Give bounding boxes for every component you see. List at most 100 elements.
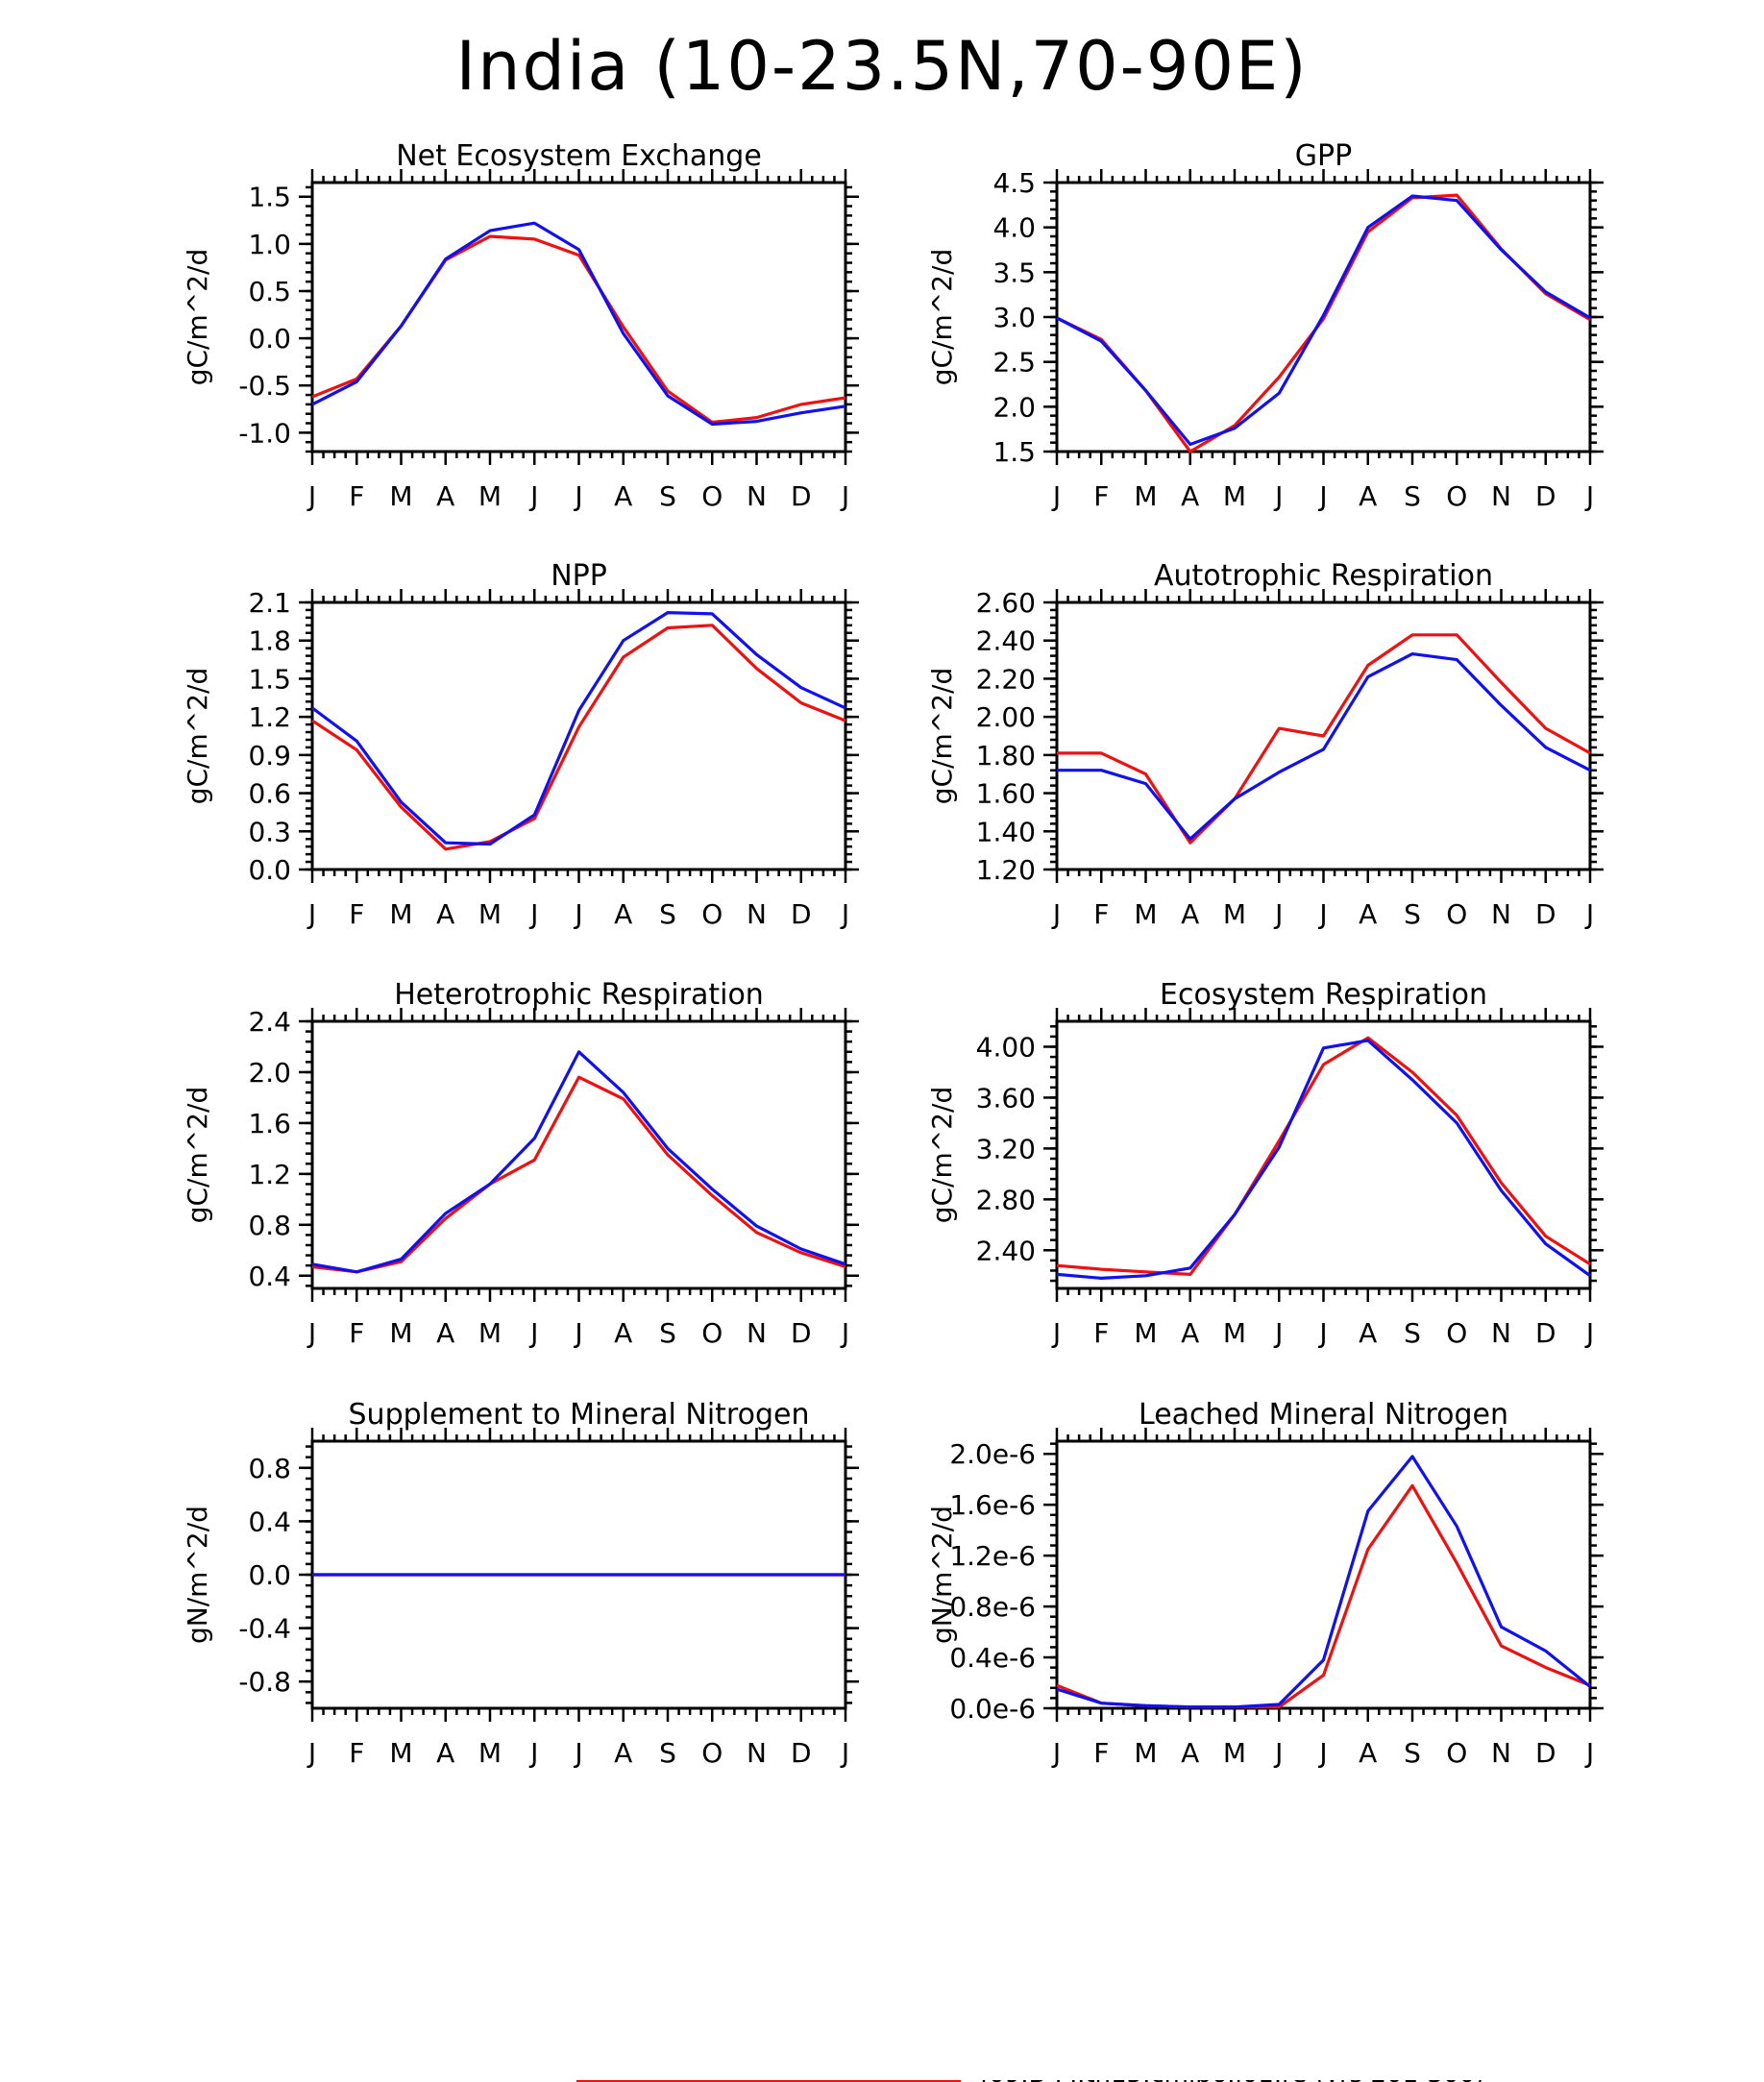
y-tick-label: 1.2e-6 <box>949 1540 1036 1572</box>
series-line-red <box>311 1075 846 1274</box>
y-tick-label: -1.0 <box>238 417 291 449</box>
x-tick-label: M <box>1134 1317 1157 1349</box>
x-tick-label: M <box>1134 898 1157 930</box>
x-tick-label: D <box>791 480 812 512</box>
series-line-blue <box>1056 1455 1592 1709</box>
y-tick-label: 2.00 <box>976 701 1036 733</box>
x-tick-label: D <box>791 898 812 930</box>
series-line-blue <box>311 221 846 427</box>
x-tick-label: F <box>349 480 364 512</box>
x-tick-label: M <box>478 898 502 930</box>
y-tick-label: 1.5 <box>248 663 291 695</box>
x-tick-label: O <box>1446 1317 1467 1349</box>
y-tick-label: 0.4e-6 <box>949 1642 1036 1674</box>
x-tick-label: M <box>389 1737 412 1769</box>
x-tick-label: S <box>1404 1737 1421 1769</box>
x-tick-label: J <box>528 1737 538 1769</box>
y-axis-label: gC/m^2/d <box>182 1087 213 1224</box>
legend: f09.B-PI.tn15.cmip6.j01.re (yrs 201-300) <box>576 2080 1484 2082</box>
x-tick-label: D <box>791 1737 812 1769</box>
chart-title: Net Ecosystem Exchange <box>396 139 762 173</box>
x-tick-label: S <box>1404 1317 1421 1349</box>
y-tick-label: 2.40 <box>976 625 1036 657</box>
y-tick-label: 2.1 <box>248 587 291 619</box>
x-tick-label: A <box>1359 1737 1377 1769</box>
y-tick-label: 3.0 <box>992 302 1036 333</box>
plot-frame <box>310 600 847 871</box>
y-tick-label: 1.6 <box>248 1108 291 1139</box>
x-tick-label: J <box>1051 1737 1061 1769</box>
y-tick-label: -0.5 <box>238 370 291 402</box>
x-tick-label: S <box>659 480 676 512</box>
x-tick-label: J <box>1584 1317 1594 1349</box>
y-tick-label: 1.6e-6 <box>949 1489 1036 1521</box>
x-tick-label: D <box>1535 480 1556 512</box>
y-tick-label: 0.0e-6 <box>949 1693 1036 1725</box>
x-tick-label: O <box>701 1317 723 1349</box>
x-tick-label: D <box>1535 1737 1556 1769</box>
y-axis-label: gC/m^2/d <box>926 668 958 805</box>
y-tick-label: 0.6 <box>248 778 291 810</box>
y-tick-label: 3.5 <box>992 257 1036 288</box>
y-axis-label: gN/m^2/d <box>926 1506 958 1644</box>
x-tick-label: O <box>701 480 723 512</box>
x-tick-label: M <box>389 898 412 930</box>
y-tick-label: 1.5 <box>248 182 291 213</box>
x-tick-label: J <box>306 1317 316 1349</box>
x-tick-label: J <box>1051 480 1061 512</box>
x-tick-label: J <box>840 1317 849 1349</box>
y-tick-label: -0.8 <box>238 1666 291 1698</box>
plot-frame <box>310 1019 847 1290</box>
y-tick-label: 1.5 <box>992 436 1036 468</box>
y-tick-label: 1.2 <box>248 701 291 733</box>
x-tick-label: A <box>614 1737 632 1769</box>
x-tick-label: N <box>1491 480 1511 512</box>
x-tick-label: M <box>1223 1737 1246 1769</box>
x-tick-label: F <box>349 1317 364 1349</box>
y-tick-label: 1.80 <box>976 740 1036 772</box>
series-line-blue <box>1056 1039 1591 1281</box>
y-axis-label: gC/m^2/d <box>182 668 213 805</box>
y-tick-label: 2.0 <box>248 1057 291 1089</box>
x-tick-label: D <box>791 1317 812 1349</box>
x-tick-label: J <box>306 1737 316 1769</box>
x-tick-label: A <box>614 898 632 930</box>
plot-frame <box>1055 1019 1592 1290</box>
chart-title: Leached Mineral Nitrogen <box>1139 1398 1508 1432</box>
series-line-red <box>1056 1483 1591 1709</box>
x-tick-label: F <box>349 1737 364 1769</box>
x-tick-label: O <box>1446 1737 1467 1769</box>
y-axis-label: gC/m^2/d <box>926 1087 958 1224</box>
x-tick-label: J <box>528 898 538 930</box>
x-tick-label: J <box>528 1317 538 1349</box>
series-line-blue <box>311 1050 846 1274</box>
x-tick-label: J <box>1273 480 1283 512</box>
y-tick-label: 0.0 <box>248 323 291 355</box>
chart-title: Ecosystem Respiration <box>1160 978 1487 1012</box>
x-tick-label: J <box>1051 1317 1061 1349</box>
y-tick-label: 1.20 <box>976 854 1036 886</box>
y-tick-label: 0.5 <box>248 276 291 307</box>
x-tick-label: M <box>1134 480 1157 512</box>
y-tick-label: 4.5 <box>992 167 1036 199</box>
y-tick-label: 1.8 <box>248 625 291 657</box>
y-tick-label: -0.4 <box>238 1613 291 1645</box>
x-tick-label: A <box>1359 480 1377 512</box>
x-tick-label: J <box>1273 1317 1283 1349</box>
y-tick-label: 2.5 <box>992 347 1036 379</box>
x-tick-label: J <box>1317 1317 1327 1349</box>
x-tick-label: J <box>840 480 849 512</box>
x-tick-label: J <box>1317 1737 1327 1769</box>
y-tick-label: 2.40 <box>976 1235 1036 1266</box>
y-tick-label: 0.4 <box>248 1261 291 1292</box>
x-tick-label: M <box>478 1737 502 1769</box>
x-tick-label: D <box>1535 1317 1556 1349</box>
y-tick-label: 2.0e-6 <box>949 1438 1036 1470</box>
x-tick-label: N <box>747 1317 767 1349</box>
x-tick-label: N <box>747 898 767 930</box>
